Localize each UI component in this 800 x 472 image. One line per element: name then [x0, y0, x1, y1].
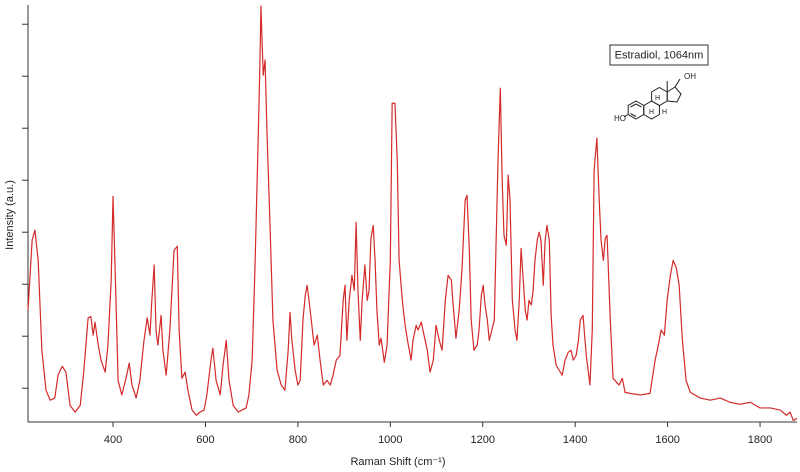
- annotation-box: [609, 44, 709, 66]
- spectrum-line: [27, 5, 798, 422]
- molecule-label: HO: [614, 114, 626, 123]
- x-tick-label: 1800: [748, 434, 772, 446]
- x-tick-label: 1200: [471, 434, 495, 446]
- molecule-label: H: [649, 109, 654, 116]
- x-tick-label: 1600: [655, 434, 679, 446]
- x-tick-label: 600: [196, 434, 214, 446]
- y-axis-label: Intensity (a.u.): [4, 180, 16, 250]
- x-axis-label: Raman Shift (cm⁻¹): [350, 456, 445, 468]
- molecule: [623, 78, 682, 120]
- x-tick-label: 800: [289, 434, 307, 446]
- molecule-label: OH: [684, 72, 696, 81]
- annotation: Estradiol, 1064nm: [615, 49, 704, 61]
- x-tick-label: 400: [104, 434, 122, 446]
- molecule-label: H: [662, 109, 667, 116]
- x-tick-label: 1000: [378, 434, 402, 446]
- x-tick-label: 1400: [563, 434, 587, 446]
- molecule-label: H: [655, 95, 660, 102]
